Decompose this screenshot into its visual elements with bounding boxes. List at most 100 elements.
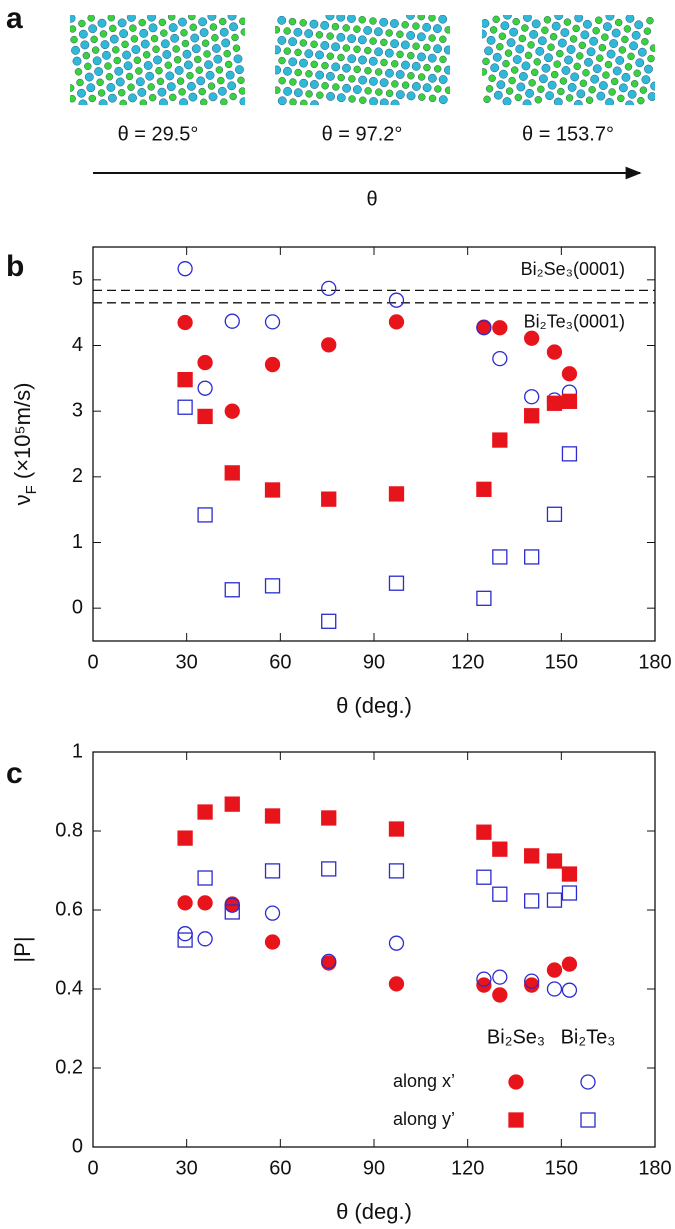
lattice-atom	[509, 27, 519, 37]
lattice-atom	[596, 91, 606, 101]
lattice-atom	[239, 97, 245, 105]
lattice-atom	[300, 99, 308, 105]
lattice-atom	[423, 43, 431, 52]
lattice-atom	[97, 18, 107, 28]
lattice-atom	[221, 38, 231, 48]
lattice-atom	[488, 74, 496, 82]
square-marker	[177, 399, 193, 415]
lattice-atom	[438, 15, 448, 24]
lattice-atom	[166, 82, 176, 92]
lattice-atom	[80, 40, 90, 50]
lattice-atom	[433, 65, 442, 73]
square-marker	[224, 904, 240, 920]
lattice-atom	[428, 34, 436, 42]
lattice-atom	[113, 56, 121, 65]
lattice-atom	[510, 66, 519, 74]
lattice-atom	[625, 15, 635, 23]
x-tick-label: 0	[87, 651, 98, 673]
lattice-atom	[293, 27, 303, 37]
lattice-atom	[225, 70, 235, 80]
lattice-atom	[527, 41, 535, 49]
circle-marker	[546, 981, 563, 997]
lattice-atom	[152, 45, 160, 53]
caption: θ = 97.2°	[322, 123, 403, 145]
lattice-atom	[499, 69, 508, 79]
legend-column: Bi₂Se₃	[487, 1026, 545, 1048]
lattice-atom	[534, 96, 543, 104]
lattice-atom	[524, 51, 533, 60]
lattice-atom	[88, 24, 98, 34]
lattice-atom	[188, 92, 198, 102]
lattice-atom	[326, 32, 334, 40]
lattice-atom	[578, 41, 587, 50]
lattice-atom	[275, 65, 282, 75]
lattice-atom	[589, 36, 598, 46]
lattice-atom	[229, 22, 238, 32]
square-marker	[224, 465, 240, 481]
lattice-atom	[395, 90, 405, 100]
lattice-atom	[215, 66, 224, 74]
lattice-atom	[114, 66, 124, 76]
square-marker	[388, 486, 405, 502]
lattice-atom	[502, 97, 512, 105]
lattice-atom	[541, 26, 549, 34]
lattice-atom	[277, 96, 287, 105]
lattice-atom	[204, 60, 213, 70]
lattice-atom	[331, 62, 341, 72]
lattice-atom	[353, 65, 361, 74]
lattice-atom	[423, 63, 431, 72]
circle-marker	[264, 314, 281, 330]
lattice-atom	[407, 72, 415, 80]
lattice-atom	[417, 52, 426, 62]
lattice-atom	[219, 27, 229, 37]
lattice-atom	[90, 35, 98, 44]
legend-column: Bi₂Te₃	[561, 1026, 616, 1048]
lattice-atom	[196, 76, 206, 86]
lattice-atom	[115, 77, 125, 87]
lattice-atom	[72, 56, 82, 66]
lattice-atom	[598, 81, 608, 90]
lattice-atom	[288, 17, 297, 26]
lattice-atom	[364, 46, 372, 55]
lattice-atom	[559, 77, 568, 85]
lattice-atom	[156, 77, 165, 86]
lattice-atom	[604, 60, 613, 69]
lattice-atom	[605, 98, 614, 105]
lattice-atom	[321, 61, 329, 70]
lattice-atom	[364, 87, 372, 95]
square-marker	[524, 893, 540, 909]
square-marker	[561, 885, 578, 901]
y-tick-label: 5	[72, 268, 83, 290]
lattice-atom	[396, 30, 404, 38]
lattice-atom	[406, 91, 416, 101]
lattice-atom	[207, 82, 216, 90]
lattice-atom	[537, 36, 547, 46]
lattice-atom	[439, 35, 447, 44]
lattice-atom	[288, 37, 298, 47]
lattice-atom	[203, 50, 211, 58]
y-tick-label: 1	[72, 531, 83, 553]
lattice-atom	[150, 34, 159, 43]
square-marker	[264, 482, 281, 498]
lattice-atom	[391, 60, 399, 68]
circle-marker	[264, 934, 281, 950]
square-marker	[264, 863, 281, 879]
lattice-atom	[337, 53, 345, 62]
square-marker	[321, 491, 337, 507]
lattice-atom	[342, 83, 352, 93]
lattice-atom	[422, 22, 432, 32]
square-marker	[492, 841, 508, 857]
lattice-atom	[199, 98, 208, 105]
x-tick-label: 30	[176, 1157, 198, 1179]
square-marker	[177, 932, 193, 948]
lattice-atom	[283, 27, 291, 35]
lattice-atom	[172, 45, 180, 53]
lattice-atom	[609, 39, 618, 48]
lattice-atom	[309, 19, 319, 29]
lattice-atom	[401, 60, 410, 70]
lattice-atom	[100, 40, 110, 50]
x-tick-label: 0	[87, 1157, 98, 1179]
lattice-atom	[123, 61, 133, 71]
panel-label: c	[6, 757, 23, 790]
y-tick-label: 4	[72, 334, 83, 356]
